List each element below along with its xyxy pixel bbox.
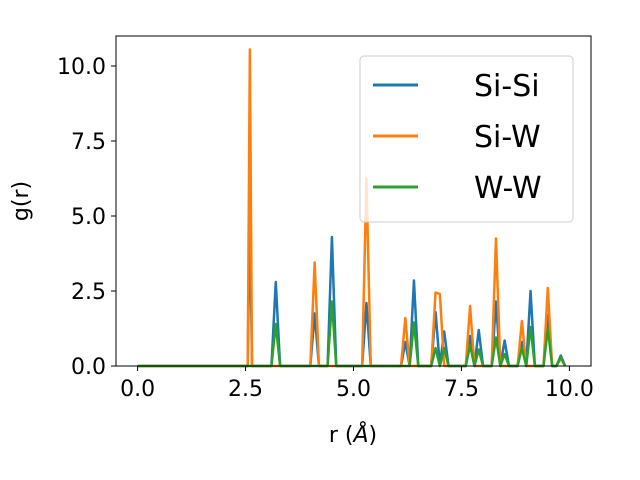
x-axis-label: r (Å): [329, 421, 377, 448]
legend: Si-Si Si-W W-W: [359, 55, 574, 223]
legend-label-si-w: Si-W: [474, 120, 541, 155]
legend-items: Si-Si Si-W W-W: [373, 69, 542, 206]
x-axis-ticks: 0.0 2.5 5.0 7.5 10.0: [120, 366, 594, 402]
x-tick-label: 10.0: [545, 377, 594, 402]
y-tick-label: 2.5: [71, 280, 106, 305]
series-line-si-si: [137, 205, 567, 368]
legend-label-si-si: Si-Si: [474, 69, 540, 104]
y-axis-label: g(r): [9, 181, 34, 221]
legend-box: [359, 55, 574, 223]
y-axis-ticks: 0.0 2.5 5.0 7.5 10.0: [57, 55, 116, 380]
y-tick-label: 10.0: [57, 55, 106, 80]
x-tick-label: 2.5: [228, 377, 263, 402]
x-tick-label: 5.0: [336, 377, 371, 402]
y-tick-label: 7.5: [71, 130, 106, 155]
x-tick-label: 7.5: [444, 377, 479, 402]
x-tick-label: 0.0: [120, 377, 155, 402]
legend-label-w-w: W-W: [474, 171, 542, 206]
y-tick-label: 5.0: [71, 205, 106, 230]
y-tick-label: 0.0: [71, 355, 106, 380]
